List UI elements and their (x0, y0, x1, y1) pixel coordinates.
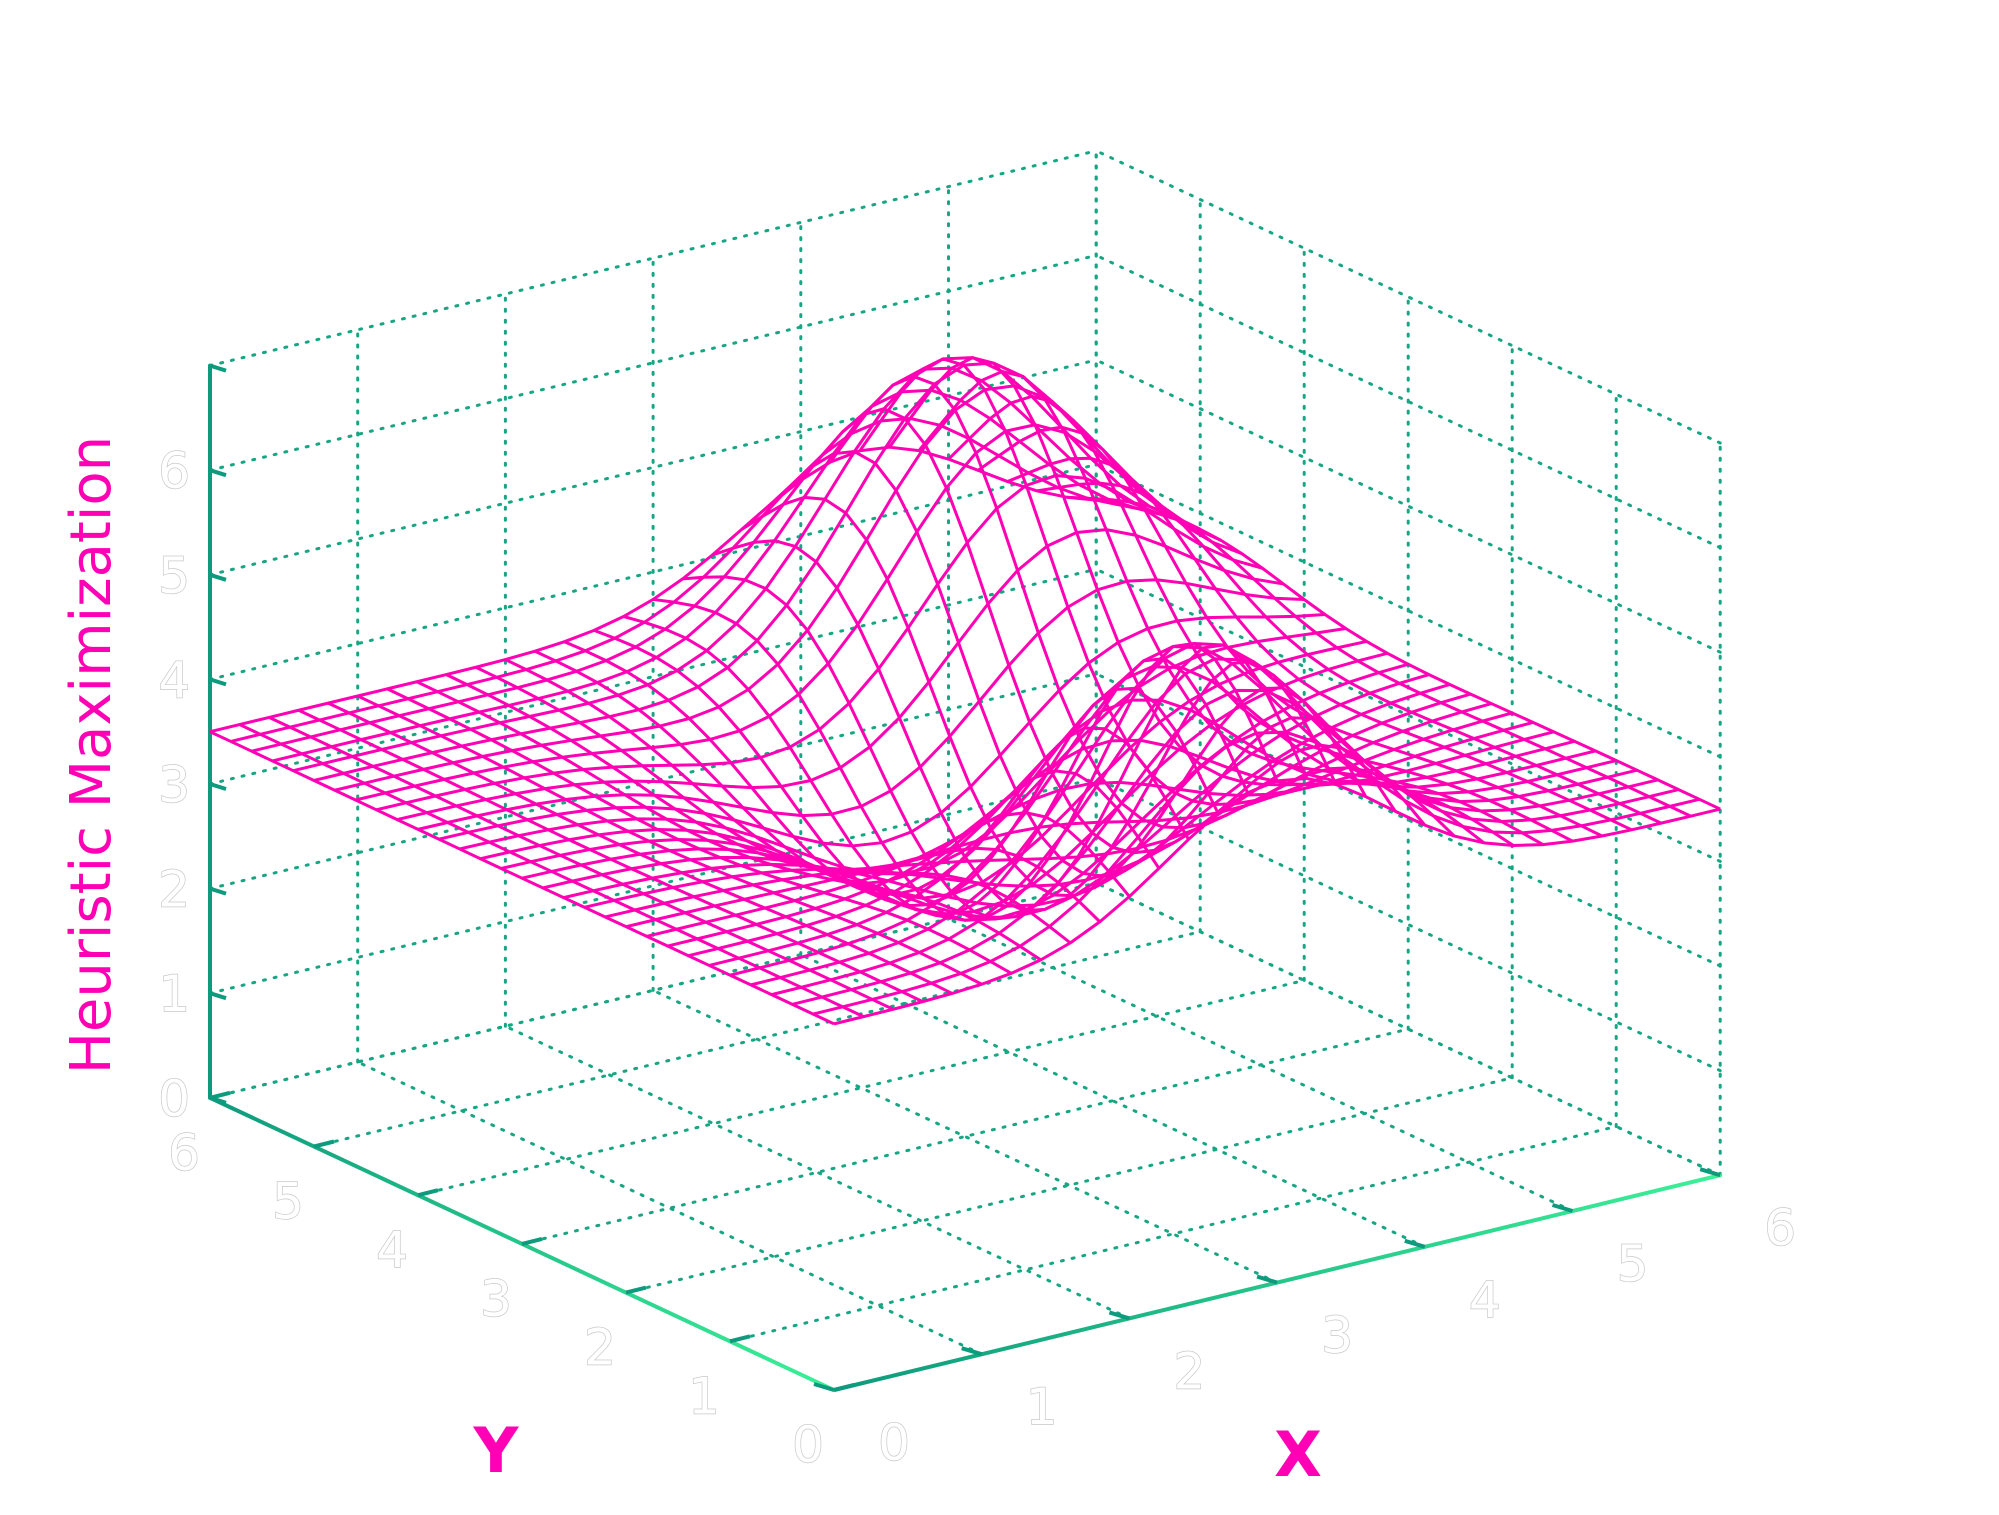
x-tick-label: 5 (1617, 1235, 1649, 1293)
y-tick (626, 1288, 646, 1293)
z-tick-label: 0 (158, 1070, 190, 1128)
z-tick-label: 4 (158, 651, 190, 709)
surface-mesh (210, 358, 1720, 1024)
x-tick-label: 3 (1321, 1307, 1353, 1365)
y-tick-label: 1 (688, 1367, 720, 1425)
z-tick (210, 784, 226, 789)
z-tick-label: 1 (158, 965, 190, 1023)
z-tick (210, 575, 226, 580)
y-tick-label: 6 (168, 1124, 200, 1182)
z-tick-label: 6 (158, 442, 190, 500)
x-tick-label: 0 (878, 1414, 910, 1472)
gridline-floor-x (653, 990, 1277, 1282)
x-tick-label: 4 (1469, 1271, 1501, 1329)
gridline-floor-x (505, 1026, 1129, 1318)
z-tick (210, 470, 226, 475)
mesh-line-x (328, 703, 952, 993)
mesh-line-x (299, 710, 923, 1001)
y-tick (834, 1385, 854, 1390)
y-tick-label: 3 (480, 1270, 512, 1328)
z-tick-label: 2 (158, 861, 190, 919)
z-tick (210, 366, 226, 371)
y-tick (730, 1336, 750, 1341)
y-tick-label: 2 (584, 1319, 616, 1377)
z-tick-label: 3 (158, 756, 190, 814)
y-tick-label: 5 (272, 1173, 304, 1231)
gridline-floor-x (358, 1062, 982, 1354)
x-axis-title: X (1274, 1418, 1322, 1491)
z-tick-label: 5 (158, 547, 190, 605)
z-tick (210, 993, 226, 998)
x-tick-label: 6 (1764, 1199, 1796, 1257)
y-axis-title: Y (473, 1414, 520, 1487)
y-tick-label: 0 (792, 1416, 824, 1474)
gridline-back-z (210, 151, 1096, 366)
y-tick (522, 1239, 542, 1244)
x-tick-label: 2 (1173, 1342, 1205, 1400)
y-tick-label: 4 (376, 1221, 408, 1279)
z-axis-title: Heuristic Maximization (59, 436, 124, 1074)
y-tick (418, 1190, 438, 1195)
z-tick (210, 1098, 226, 1103)
y-tick (314, 1142, 334, 1147)
x-tick-label: 1 (1026, 1378, 1058, 1436)
z-tick (210, 679, 226, 684)
z-tick (210, 889, 226, 894)
